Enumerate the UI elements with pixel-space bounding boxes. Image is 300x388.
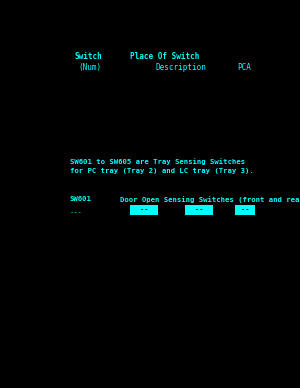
Text: --: -- bbox=[140, 207, 148, 213]
Text: Description: Description bbox=[155, 63, 206, 72]
Text: for PC tray (Tray 2) and LC tray (Tray 3).: for PC tray (Tray 2) and LC tray (Tray 3… bbox=[70, 168, 254, 174]
Text: Place Of Switch: Place Of Switch bbox=[130, 52, 200, 61]
Text: Door Open Sensing Switches (front and rear): Door Open Sensing Switches (front and re… bbox=[120, 196, 300, 203]
Text: SW601 to SW605 are Tray Sensing Switches: SW601 to SW605 are Tray Sensing Switches bbox=[70, 158, 245, 165]
Bar bbox=[185, 205, 213, 215]
Bar bbox=[235, 205, 255, 215]
Text: ---: --- bbox=[70, 209, 83, 215]
Text: PCA: PCA bbox=[237, 63, 251, 72]
Text: Switch: Switch bbox=[75, 52, 103, 61]
Text: --: -- bbox=[241, 207, 249, 213]
Text: (Num): (Num) bbox=[78, 63, 101, 72]
Bar bbox=[130, 205, 158, 215]
Text: --: -- bbox=[195, 207, 203, 213]
Text: SW601: SW601 bbox=[70, 196, 92, 202]
